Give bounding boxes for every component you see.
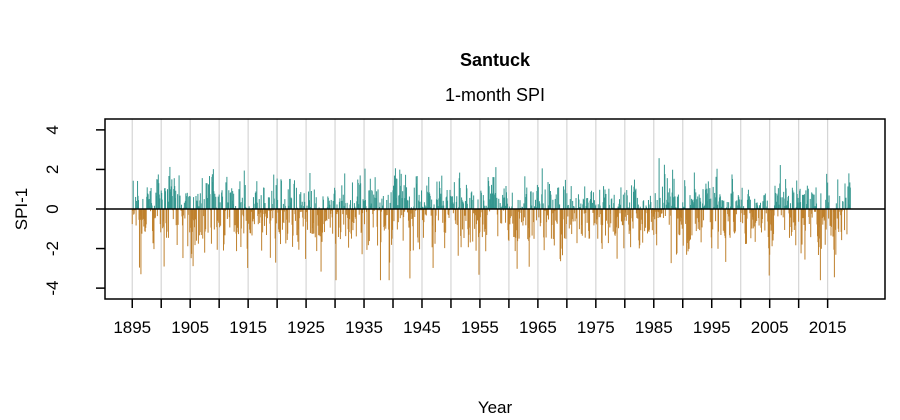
x-tick-label: 1915 — [229, 318, 267, 337]
y-tick-label: 2 — [43, 165, 62, 174]
y-tick-label: 0 — [43, 204, 62, 213]
y-tick-label: -4 — [43, 281, 62, 296]
x-tick-label: 2005 — [751, 318, 789, 337]
x-axis-title: Year — [477, 398, 513, 417]
x-tick-label: 1895 — [113, 318, 151, 337]
x-tick-label: 1965 — [519, 318, 557, 337]
x-tick-label: 1905 — [171, 318, 209, 337]
x-tick-label: 1925 — [287, 318, 325, 337]
y-tick-label: 4 — [43, 125, 62, 134]
x-tick-label: 1945 — [403, 318, 441, 337]
x-tick-label: 1985 — [635, 318, 673, 337]
x-tick-label: 1995 — [693, 318, 731, 337]
x-tick-label: 1935 — [345, 318, 383, 337]
x-tick-label: 1975 — [577, 318, 615, 337]
y-tick-label: -2 — [43, 241, 62, 256]
x-tick-label: 1955 — [461, 318, 499, 337]
chart-title: Santuck — [459, 50, 531, 70]
y-axis-title: SPI-1 — [12, 187, 31, 231]
chart-subtitle: 1-month SPI — [444, 85, 546, 105]
x-tick-label: 2015 — [809, 318, 847, 337]
